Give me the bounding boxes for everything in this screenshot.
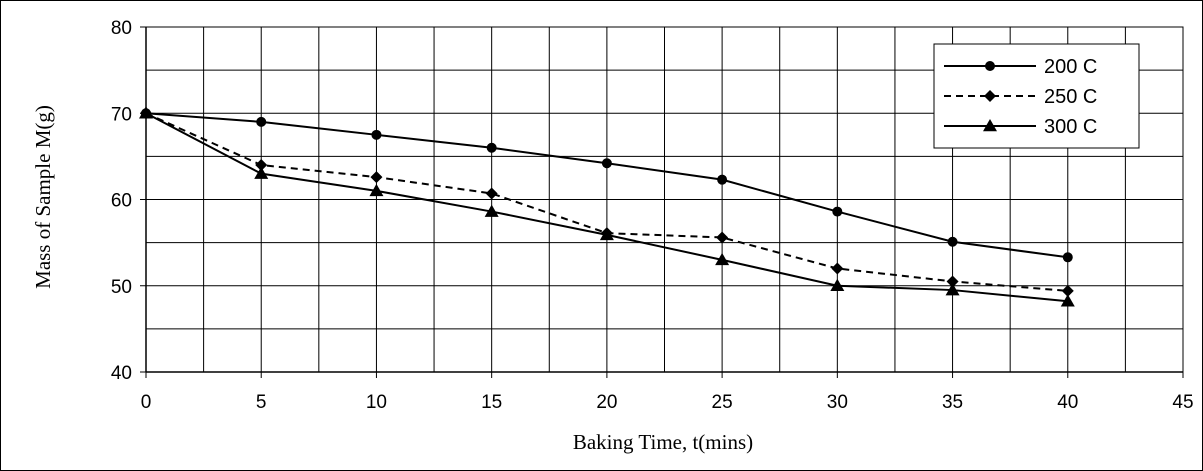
legend-item: 200 C: [944, 56, 1097, 78]
axes: 0 5 10 15 20 25 30 35 40 45 40 50 60 70 80: [111, 18, 1194, 413]
legend: 200 C 250 C 300 C: [933, 43, 1140, 149]
marker-circle: [1062, 252, 1073, 263]
marker-diamond: [946, 275, 959, 288]
legend-label: 250 C: [1044, 86, 1097, 108]
y-tick-label: 40: [111, 363, 132, 384]
legend-box: [933, 43, 1140, 149]
y-tick-label: 50: [111, 277, 132, 298]
x-tick-label: 40: [1057, 392, 1078, 413]
marker-triangle: [715, 252, 730, 266]
legend-item: 250 C: [944, 86, 1097, 108]
marker-diamond: [255, 159, 268, 171]
marker-diamond: [485, 187, 498, 200]
marker-diamond: [984, 90, 996, 102]
y-axis-title: Mass of Sample M(g): [31, 105, 55, 289]
y-tick-label: 60: [111, 191, 132, 212]
marker-diamond: [1061, 284, 1074, 297]
x-tick-label: 10: [366, 392, 387, 413]
marker-triangle: [369, 183, 384, 197]
marker-circle: [601, 158, 612, 169]
marker-diamond: [370, 171, 383, 184]
marker-circle: [985, 61, 995, 71]
legend-label: 300 C: [1044, 116, 1097, 138]
marker-circle: [256, 116, 267, 127]
marker-triangle: [830, 278, 845, 291]
marker-triangle: [484, 204, 499, 217]
marker-circle: [371, 129, 382, 140]
y-tick-label: 70: [111, 104, 132, 125]
x-tick-label: 20: [596, 392, 617, 413]
series-lines: [139, 106, 1075, 307]
marker-circle: [717, 174, 728, 185]
x-tick-label: 30: [827, 392, 848, 413]
marker-circle: [832, 206, 843, 217]
x-tick-label: 45: [1172, 392, 1193, 413]
legend-item: 300 C: [944, 116, 1097, 138]
y-tick-label: 80: [111, 18, 132, 39]
x-tick-label: 25: [712, 392, 733, 413]
marker-triangle: [254, 166, 269, 179]
marker-diamond: [716, 231, 729, 244]
marker-triangle: [599, 227, 614, 241]
legend-label: 200 C: [1044, 56, 1097, 78]
marker-circle: [486, 142, 497, 153]
series-300-c: [139, 106, 1075, 307]
x-tick-label: 35: [942, 392, 963, 413]
x-axis-title: Baking Time, t(mins): [573, 430, 753, 454]
x-tick-label: 0: [141, 392, 152, 413]
marker-circle: [947, 236, 958, 247]
marker-triangle: [1060, 294, 1075, 307]
x-tick-label: 5: [256, 392, 267, 413]
marker-diamond: [831, 262, 844, 275]
x-tick-label: 15: [481, 392, 502, 413]
marker-triangle: [139, 106, 153, 119]
marker-triangle: [983, 119, 997, 132]
marker-triangle: [945, 283, 960, 296]
